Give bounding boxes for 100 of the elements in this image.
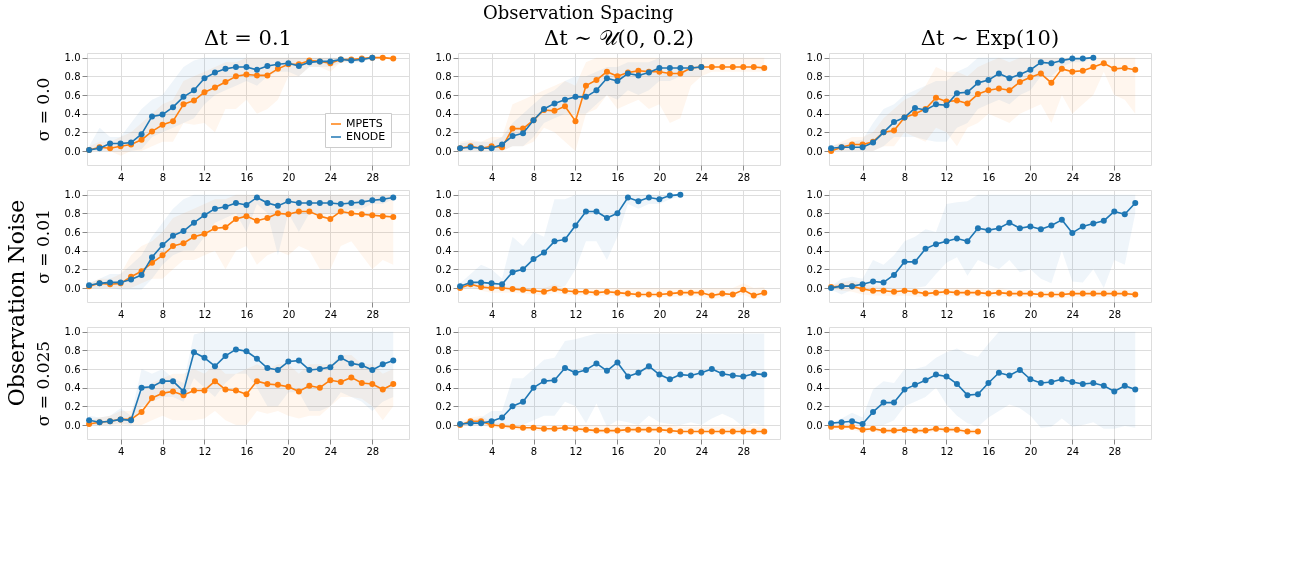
x-tick-label: 12 [198, 308, 212, 320]
x-tick-label: 16 [982, 308, 996, 320]
y-tick-label: 0.6 [806, 89, 823, 101]
x-tick-label: 28 [366, 445, 380, 457]
y-tick-label: 0.4 [435, 245, 452, 257]
y-tick-label: 0.2 [806, 263, 823, 275]
x-tick-label: 28 [1108, 445, 1122, 457]
x-tick-label: 12 [569, 171, 583, 183]
x-tick-label: 24 [1066, 171, 1080, 183]
x-tick-label: 8 [530, 445, 538, 457]
y-tick-label: 0.2 [64, 400, 81, 412]
x-tick-label: 8 [159, 308, 167, 320]
y-tick-label: 1.0 [806, 326, 823, 338]
x-tick-label: 16 [240, 308, 254, 320]
y-tick-label: 0.6 [64, 89, 81, 101]
y-tick-label: 0.6 [435, 363, 452, 375]
y-tick-label: 1.0 [435, 52, 452, 64]
x-tick-label: 28 [737, 308, 751, 320]
x-tick-label: 16 [611, 445, 625, 457]
y-tick-label: 0.2 [435, 126, 452, 138]
text: Observation Noise [4, 199, 29, 407]
y-tick-label: 0.8 [64, 70, 81, 82]
x-tick-label: 28 [737, 445, 751, 457]
y-tick-label: 0.4 [806, 245, 823, 257]
y-tick-label: 0.8 [64, 207, 81, 219]
x-tick-label: 4 [859, 445, 867, 457]
y-tick-label: 1.0 [64, 189, 81, 201]
y-tick-label: 0.4 [64, 108, 81, 120]
x-tick-label: 28 [1108, 308, 1122, 320]
x-tick-label: 16 [611, 171, 625, 183]
y-tick-label: 0.4 [64, 245, 81, 257]
x-tick-label: 12 [198, 171, 212, 183]
x-tick-label: 16 [611, 308, 625, 320]
y-tick-label: 0.8 [806, 344, 823, 356]
x-tick-label: 20 [1024, 308, 1038, 320]
x-tick-label: 4 [488, 171, 496, 183]
x-tick-label: 4 [859, 171, 867, 183]
x-tick-label: 28 [366, 171, 380, 183]
chart-title: Δt ∼ Exp(10) [920, 25, 1060, 50]
y-tick-label: 0.0 [64, 419, 81, 431]
y-tick-label: 0.4 [64, 382, 81, 394]
y-tick-label: 0.0 [806, 419, 823, 431]
legend-label: MPETS [346, 117, 383, 130]
text: Observation Spacing [483, 2, 674, 24]
x-tick-label: 8 [901, 308, 909, 320]
y-axis-title: σ = 0.01 [32, 209, 53, 284]
x-tick-label: 16 [240, 445, 254, 457]
y-tick-label: 0.6 [435, 89, 452, 101]
legend-label: ENODE [346, 130, 386, 143]
x-tick-label: 12 [940, 308, 954, 320]
y-tick-label: 1.0 [806, 189, 823, 201]
x-tick-label: 24 [324, 445, 338, 457]
x-tick-label: 4 [117, 171, 125, 183]
x-tick-label: 28 [1108, 171, 1122, 183]
y-tick-label: 0.2 [435, 263, 452, 275]
y-tick-label: 0.0 [806, 145, 823, 157]
y-tick-label: 0.2 [806, 400, 823, 412]
y-tick-label: 0.4 [435, 108, 452, 120]
chart-title: Δt ∼ 𝒰(0, 0.2) [543, 25, 695, 50]
x-tick-label: 12 [940, 445, 954, 457]
y-tick-label: 1.0 [435, 189, 452, 201]
x-tick-label: 8 [901, 171, 909, 183]
x-tick-label: 20 [282, 171, 296, 183]
x-tick-label: 24 [1066, 308, 1080, 320]
x-tick-label: 8 [159, 445, 167, 457]
y-tick-label: 0.0 [435, 419, 452, 431]
y-tick-label: 0.4 [435, 382, 452, 394]
x-tick-label: 16 [240, 171, 254, 183]
x-tick-label: 12 [569, 445, 583, 457]
y-tick-label: 0.8 [435, 70, 452, 82]
y-tick-label: 0.6 [435, 226, 452, 238]
y-tick-label: 0.0 [64, 145, 81, 157]
y-tick-label: 1.0 [64, 52, 81, 64]
y-tick-label: 0.8 [806, 70, 823, 82]
y-tick-label: 0.0 [806, 282, 823, 294]
y-tick-label: 0.6 [64, 363, 81, 375]
y-tick-label: 0.8 [435, 344, 452, 356]
x-tick-label: 20 [282, 445, 296, 457]
y-tick-label: 0.8 [435, 207, 452, 219]
x-tick-label: 12 [198, 445, 212, 457]
y-tick-label: 0.4 [806, 382, 823, 394]
y-axis-title: σ = 0.0 [32, 77, 53, 142]
y-tick-label: 0.2 [435, 400, 452, 412]
x-tick-label: 8 [159, 171, 167, 183]
x-tick-label: 8 [530, 171, 538, 183]
x-tick-label: 24 [695, 308, 709, 320]
x-tick-label: 24 [695, 171, 709, 183]
y-tick-label: 0.2 [64, 263, 81, 275]
x-tick-label: 12 [569, 308, 583, 320]
y-tick-label: 0.6 [806, 226, 823, 238]
x-tick-label: 28 [737, 171, 751, 183]
y-tick-label: 1.0 [64, 326, 81, 338]
y-tick-label: 0.8 [806, 207, 823, 219]
x-tick-label: 24 [324, 308, 338, 320]
x-tick-label: 28 [366, 308, 380, 320]
x-tick-label: 12 [940, 171, 954, 183]
x-tick-label: 20 [1024, 171, 1038, 183]
x-tick-label: 24 [1066, 445, 1080, 457]
x-tick-label: 16 [982, 171, 996, 183]
y-axis-title: σ = 0.025 [32, 340, 53, 427]
